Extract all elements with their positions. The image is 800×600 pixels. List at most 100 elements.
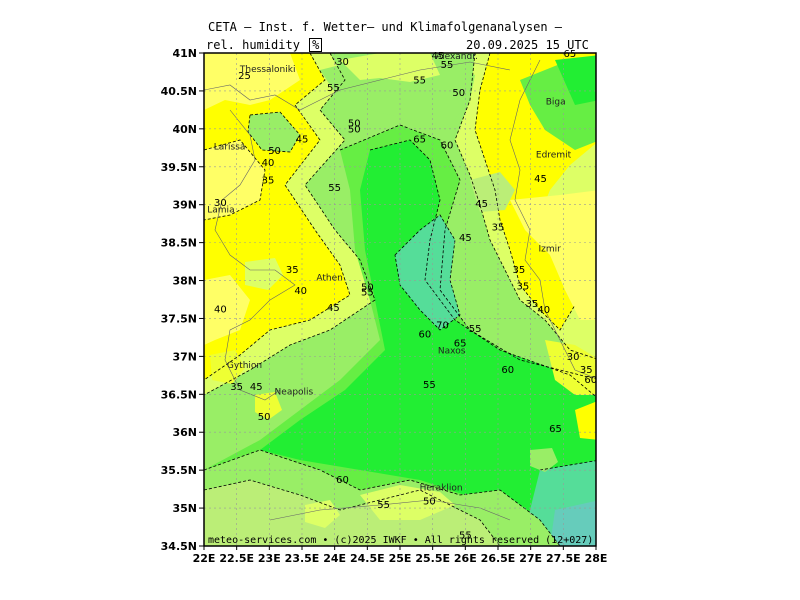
contour-label: 35 (262, 175, 275, 186)
contour-label: 50 (423, 496, 436, 507)
contour-label: 35 (492, 222, 505, 233)
contour-label: 55 (327, 83, 340, 94)
unit-box: % (309, 38, 323, 52)
contour-label: 55 (377, 500, 390, 511)
contour-label: 55 (361, 288, 374, 299)
city-label: Izmir (539, 245, 562, 255)
lon-label: 26E (454, 552, 477, 565)
lat-label: 40.5N (161, 85, 197, 98)
lat-label: 36N (172, 426, 197, 439)
contour-label: 50 (361, 282, 374, 293)
contour-label: 45 (459, 233, 472, 244)
field-dodecanese-40 (545, 340, 596, 395)
contour-label: 65 (549, 424, 562, 435)
contour-label: 65 (454, 339, 467, 350)
lat-label: 38.5N (161, 237, 197, 250)
contour-label: 60 (418, 329, 431, 340)
field-thessaly-pale (204, 140, 265, 220)
contour-label: 50 (452, 88, 465, 99)
contour-label: 35 (580, 365, 593, 376)
contour-label: 35 (526, 299, 539, 310)
contour-label: 45 (534, 174, 547, 185)
lat-label: 40N (172, 123, 197, 136)
city-label: Naxos (438, 346, 466, 356)
field-chios-moist (455, 230, 490, 265)
contour-label: 65 (413, 134, 426, 145)
field-olympus-moist (248, 112, 300, 152)
contour-label: 65 (563, 49, 576, 60)
lat-label: 41N (172, 47, 197, 60)
contour-label: 40 (214, 304, 227, 315)
city-label: Lamia (207, 205, 234, 215)
latitude-labels: 41N 40.5N 40N 39.5N 39N 38.5N 38N 37.5N 37N 36.5N… (161, 47, 197, 553)
lat-label: 39.5N (161, 161, 197, 174)
lon-label: 27.5E (546, 552, 581, 565)
contour-label: 35 (230, 382, 243, 393)
lat-label: 38N (172, 275, 197, 288)
lon-label: 22E (193, 552, 216, 565)
graticule (204, 53, 596, 546)
contour-label: 45 (250, 382, 263, 393)
contour-label: 30 (336, 57, 349, 68)
field-crete-spot-2 (530, 448, 558, 472)
city-label: Gythion (227, 361, 262, 371)
field-peloponnese-pale (204, 275, 250, 345)
field-east-pale (510, 190, 596, 320)
contour-label: 55 (469, 324, 482, 335)
humidity-field (204, 53, 596, 546)
field-north-dry (340, 53, 440, 82)
city-label: Neapolis (275, 387, 314, 397)
contour-lines (204, 53, 596, 546)
lon-label: 24.5E (350, 552, 385, 565)
contour-label: 30 (567, 352, 580, 363)
lon-label: 23.5E (285, 552, 320, 565)
city-label: Athen (316, 274, 342, 284)
lon-label: 27E (519, 552, 542, 565)
lon-label: 28E (585, 552, 608, 565)
field-south-gythion (210, 350, 245, 384)
lat-label: 39N (172, 199, 197, 212)
city-label: Thessaloniki (239, 65, 296, 75)
contour-label: 35 (286, 265, 299, 276)
lon-label: 25.5E (415, 552, 450, 565)
field-rhodes-dry (575, 401, 596, 440)
axis-ticks (199, 52, 597, 550)
field-aegean-65 (260, 140, 596, 520)
lon-label: 22.5E (219, 552, 254, 565)
variable-name: rel. humidity (206, 38, 300, 52)
lon-label: 23E (258, 552, 281, 565)
contour-label: 50 (268, 146, 281, 157)
contour-label: 55 (423, 380, 436, 391)
contour-label: 55 (328, 183, 341, 194)
variable-label: rel. humidity % (206, 38, 323, 52)
contour-label: 70 (436, 320, 449, 331)
map-title: CETA – Inst. f. Wetter– und Klimafolgena… (208, 20, 563, 34)
contour-label: 50 (348, 125, 361, 136)
lat-label: 37N (172, 350, 197, 363)
contour-label: 60 (584, 375, 597, 386)
longitude-labels: 22E 22.5E 23E 23.5E 24E 24.5E 25E 25.5E 26E 26.5E… (193, 552, 608, 565)
contour-label: 45 (327, 303, 340, 314)
contour-label: 45 (296, 134, 309, 145)
lon-label: 26.5E (481, 552, 516, 565)
field-attica-moist (245, 258, 283, 290)
contour-label: 40 (262, 158, 275, 169)
lat-label: 37.5N (161, 312, 197, 325)
contour-label: 60 (501, 365, 514, 376)
coastlines (204, 59, 596, 521)
contour-label: 45 (475, 199, 488, 210)
contour-label: 45 (432, 51, 445, 62)
timestamp: 20.09.2025 15 UTC (466, 38, 589, 52)
city-label: Biga (546, 98, 566, 108)
contour-label: 40 (537, 305, 550, 316)
field-cyclades-70 (395, 215, 460, 330)
contour-label: 50 (348, 119, 361, 130)
city-label: Heraklion (420, 484, 463, 494)
lat-label: 34.5N (161, 540, 197, 553)
contour-label: 35 (513, 265, 526, 276)
contour-label: 30 (214, 198, 227, 209)
field-turkey-65 (555, 55, 596, 105)
copyright-footer: meteo-services.com • (c)2025 IWKF • All … (208, 535, 593, 546)
